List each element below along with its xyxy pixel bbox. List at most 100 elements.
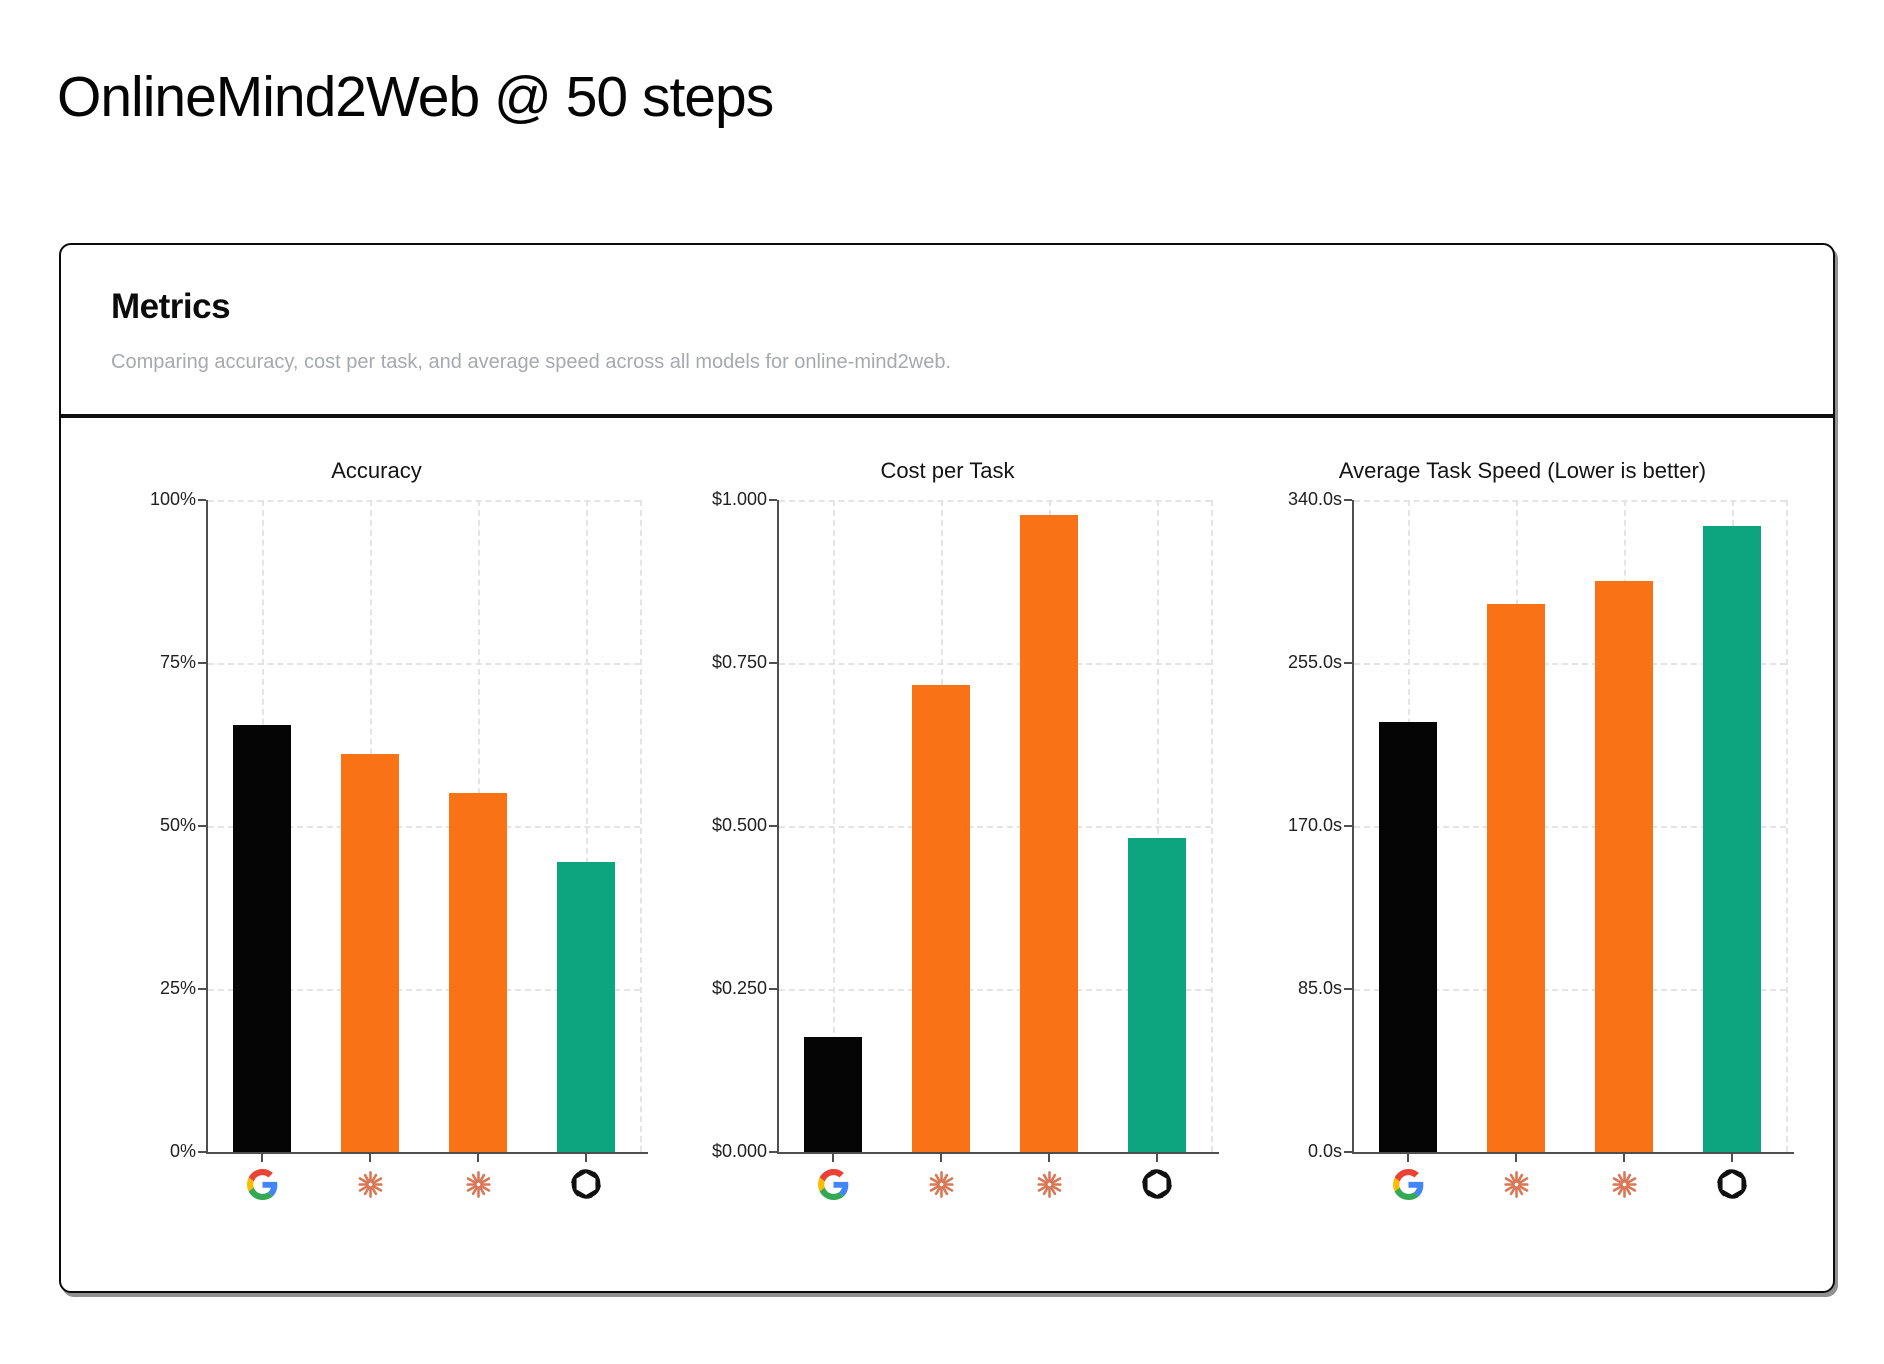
h-gridline xyxy=(1354,663,1786,665)
h-gridline xyxy=(208,826,640,828)
openai-icon xyxy=(1140,1167,1174,1201)
card-heading: Metrics xyxy=(111,287,231,326)
y-axis-tick xyxy=(1344,662,1352,664)
v-gridline xyxy=(586,500,588,1152)
h-gridline xyxy=(1354,826,1786,828)
google-icon xyxy=(816,1167,850,1201)
h-gridline xyxy=(1354,989,1786,991)
bar-openai xyxy=(1703,526,1761,1152)
anthropic-icon xyxy=(1499,1167,1533,1201)
y-axis-tick xyxy=(198,662,206,664)
bar-openai xyxy=(557,862,615,1152)
chart-title: Average Task Speed (Lower is better) xyxy=(1338,458,1707,483)
y-axis-tick xyxy=(198,499,206,501)
bar-google xyxy=(233,725,291,1152)
google-icon xyxy=(245,1167,279,1201)
bar-anthropic xyxy=(341,754,399,1152)
x-axis-line xyxy=(777,1152,1219,1154)
v-gridline xyxy=(1786,500,1788,1152)
x-axis-tick xyxy=(369,1154,371,1162)
anthropic-icon xyxy=(1032,1167,1066,1201)
chart-plot-3: Average Task Speed (Lower is better) 340.… xyxy=(1288,458,1794,1200)
google-icon xyxy=(1391,1167,1425,1201)
y-axis-label: $0.500 xyxy=(711,815,767,835)
y-axis-tick xyxy=(769,825,777,827)
y-axis-label: 85.0s xyxy=(1297,978,1342,998)
anthropic-icon xyxy=(1607,1167,1641,1201)
chart-plot-2: Cost per Task $1.000 $0.750 $0.500 $0.250 $0.… xyxy=(712,458,1219,1200)
openai-icon xyxy=(569,1167,603,1201)
y-axis-label: 75% xyxy=(159,652,196,672)
y-axis-tick xyxy=(769,1151,777,1153)
h-gridline xyxy=(208,663,640,665)
chart-title: Accuracy xyxy=(331,458,422,483)
x-axis-tick xyxy=(832,1154,834,1162)
y-axis-line xyxy=(206,500,208,1154)
x-axis-line xyxy=(1352,1152,1794,1154)
x-axis-tick xyxy=(1156,1154,1158,1162)
y-axis-tick xyxy=(1344,825,1352,827)
y-axis-line xyxy=(1352,500,1354,1154)
v-gridline xyxy=(1157,500,1159,1152)
y-axis-label: $0.750 xyxy=(711,652,767,672)
x-axis-tick xyxy=(1515,1154,1517,1162)
y-axis-label: $0.250 xyxy=(711,978,767,998)
y-axis-tick xyxy=(198,825,206,827)
y-axis-tick xyxy=(1344,499,1352,501)
y-axis-line xyxy=(777,500,779,1154)
y-axis-label: $0.000 xyxy=(711,1141,767,1161)
v-gridline xyxy=(1211,500,1213,1152)
v-gridline xyxy=(640,500,642,1152)
bar-anthropic xyxy=(912,685,970,1152)
x-axis-tick xyxy=(261,1154,263,1162)
y-axis-tick xyxy=(1344,988,1352,990)
h-gridline xyxy=(1354,500,1786,502)
x-axis-tick xyxy=(1048,1154,1050,1162)
x-axis-tick xyxy=(585,1154,587,1162)
x-axis-tick xyxy=(1407,1154,1409,1162)
metrics-card: Metrics Comparing accuracy, cost per tas… xyxy=(59,243,1835,1293)
bar-anthropic xyxy=(1487,604,1545,1152)
y-axis-label: $1.000 xyxy=(711,489,767,509)
x-axis-tick xyxy=(940,1154,942,1162)
anthropic-icon xyxy=(924,1167,958,1201)
h-gridline xyxy=(779,663,1211,665)
y-axis-tick xyxy=(769,499,777,501)
bar-anthropic xyxy=(449,793,507,1152)
y-axis-label: 170.0s xyxy=(1287,815,1342,835)
bar-openai xyxy=(1128,838,1186,1152)
h-gridline xyxy=(779,500,1211,502)
y-axis-tick xyxy=(769,988,777,990)
h-gridline xyxy=(779,826,1211,828)
page-title: OnlineMind2Web @ 50 steps xyxy=(57,65,774,129)
y-axis-label: 340.0s xyxy=(1287,489,1342,509)
h-gridline xyxy=(208,989,640,991)
y-axis-label: 100% xyxy=(149,489,196,509)
bar-google xyxy=(804,1037,862,1152)
card-subtitle: Comparing accuracy, cost per task, and a… xyxy=(111,351,952,373)
bar-anthropic xyxy=(1595,581,1653,1152)
y-axis-label: 0% xyxy=(169,1141,196,1161)
chart-title: Cost per Task xyxy=(880,458,1015,483)
y-axis-label: 0.0s xyxy=(1307,1141,1342,1161)
chart-plot-1: Accuracy 100% 75% 50% 25% 0% xyxy=(150,458,648,1200)
x-axis-tick xyxy=(1731,1154,1733,1162)
bar-anthropic xyxy=(1020,515,1078,1152)
openai-icon xyxy=(1715,1167,1749,1201)
x-axis-tick xyxy=(477,1154,479,1162)
y-axis-tick xyxy=(769,662,777,664)
y-axis-tick xyxy=(198,1151,206,1153)
y-axis-tick xyxy=(198,988,206,990)
h-gridline xyxy=(208,500,640,502)
y-axis-label: 25% xyxy=(159,978,196,998)
y-axis-tick xyxy=(1344,1151,1352,1153)
anthropic-icon xyxy=(353,1167,387,1201)
y-axis-label: 50% xyxy=(159,815,196,835)
y-axis-label: 255.0s xyxy=(1287,652,1342,672)
h-gridline xyxy=(779,989,1211,991)
bar-google xyxy=(1379,722,1437,1152)
x-axis-line xyxy=(206,1152,648,1154)
x-axis-tick xyxy=(1623,1154,1625,1162)
v-gridline xyxy=(833,500,835,1152)
charts-area: Accuracy 100% 75% 50% 25% 0% Cost per Task $1.0… xyxy=(61,418,1833,1291)
